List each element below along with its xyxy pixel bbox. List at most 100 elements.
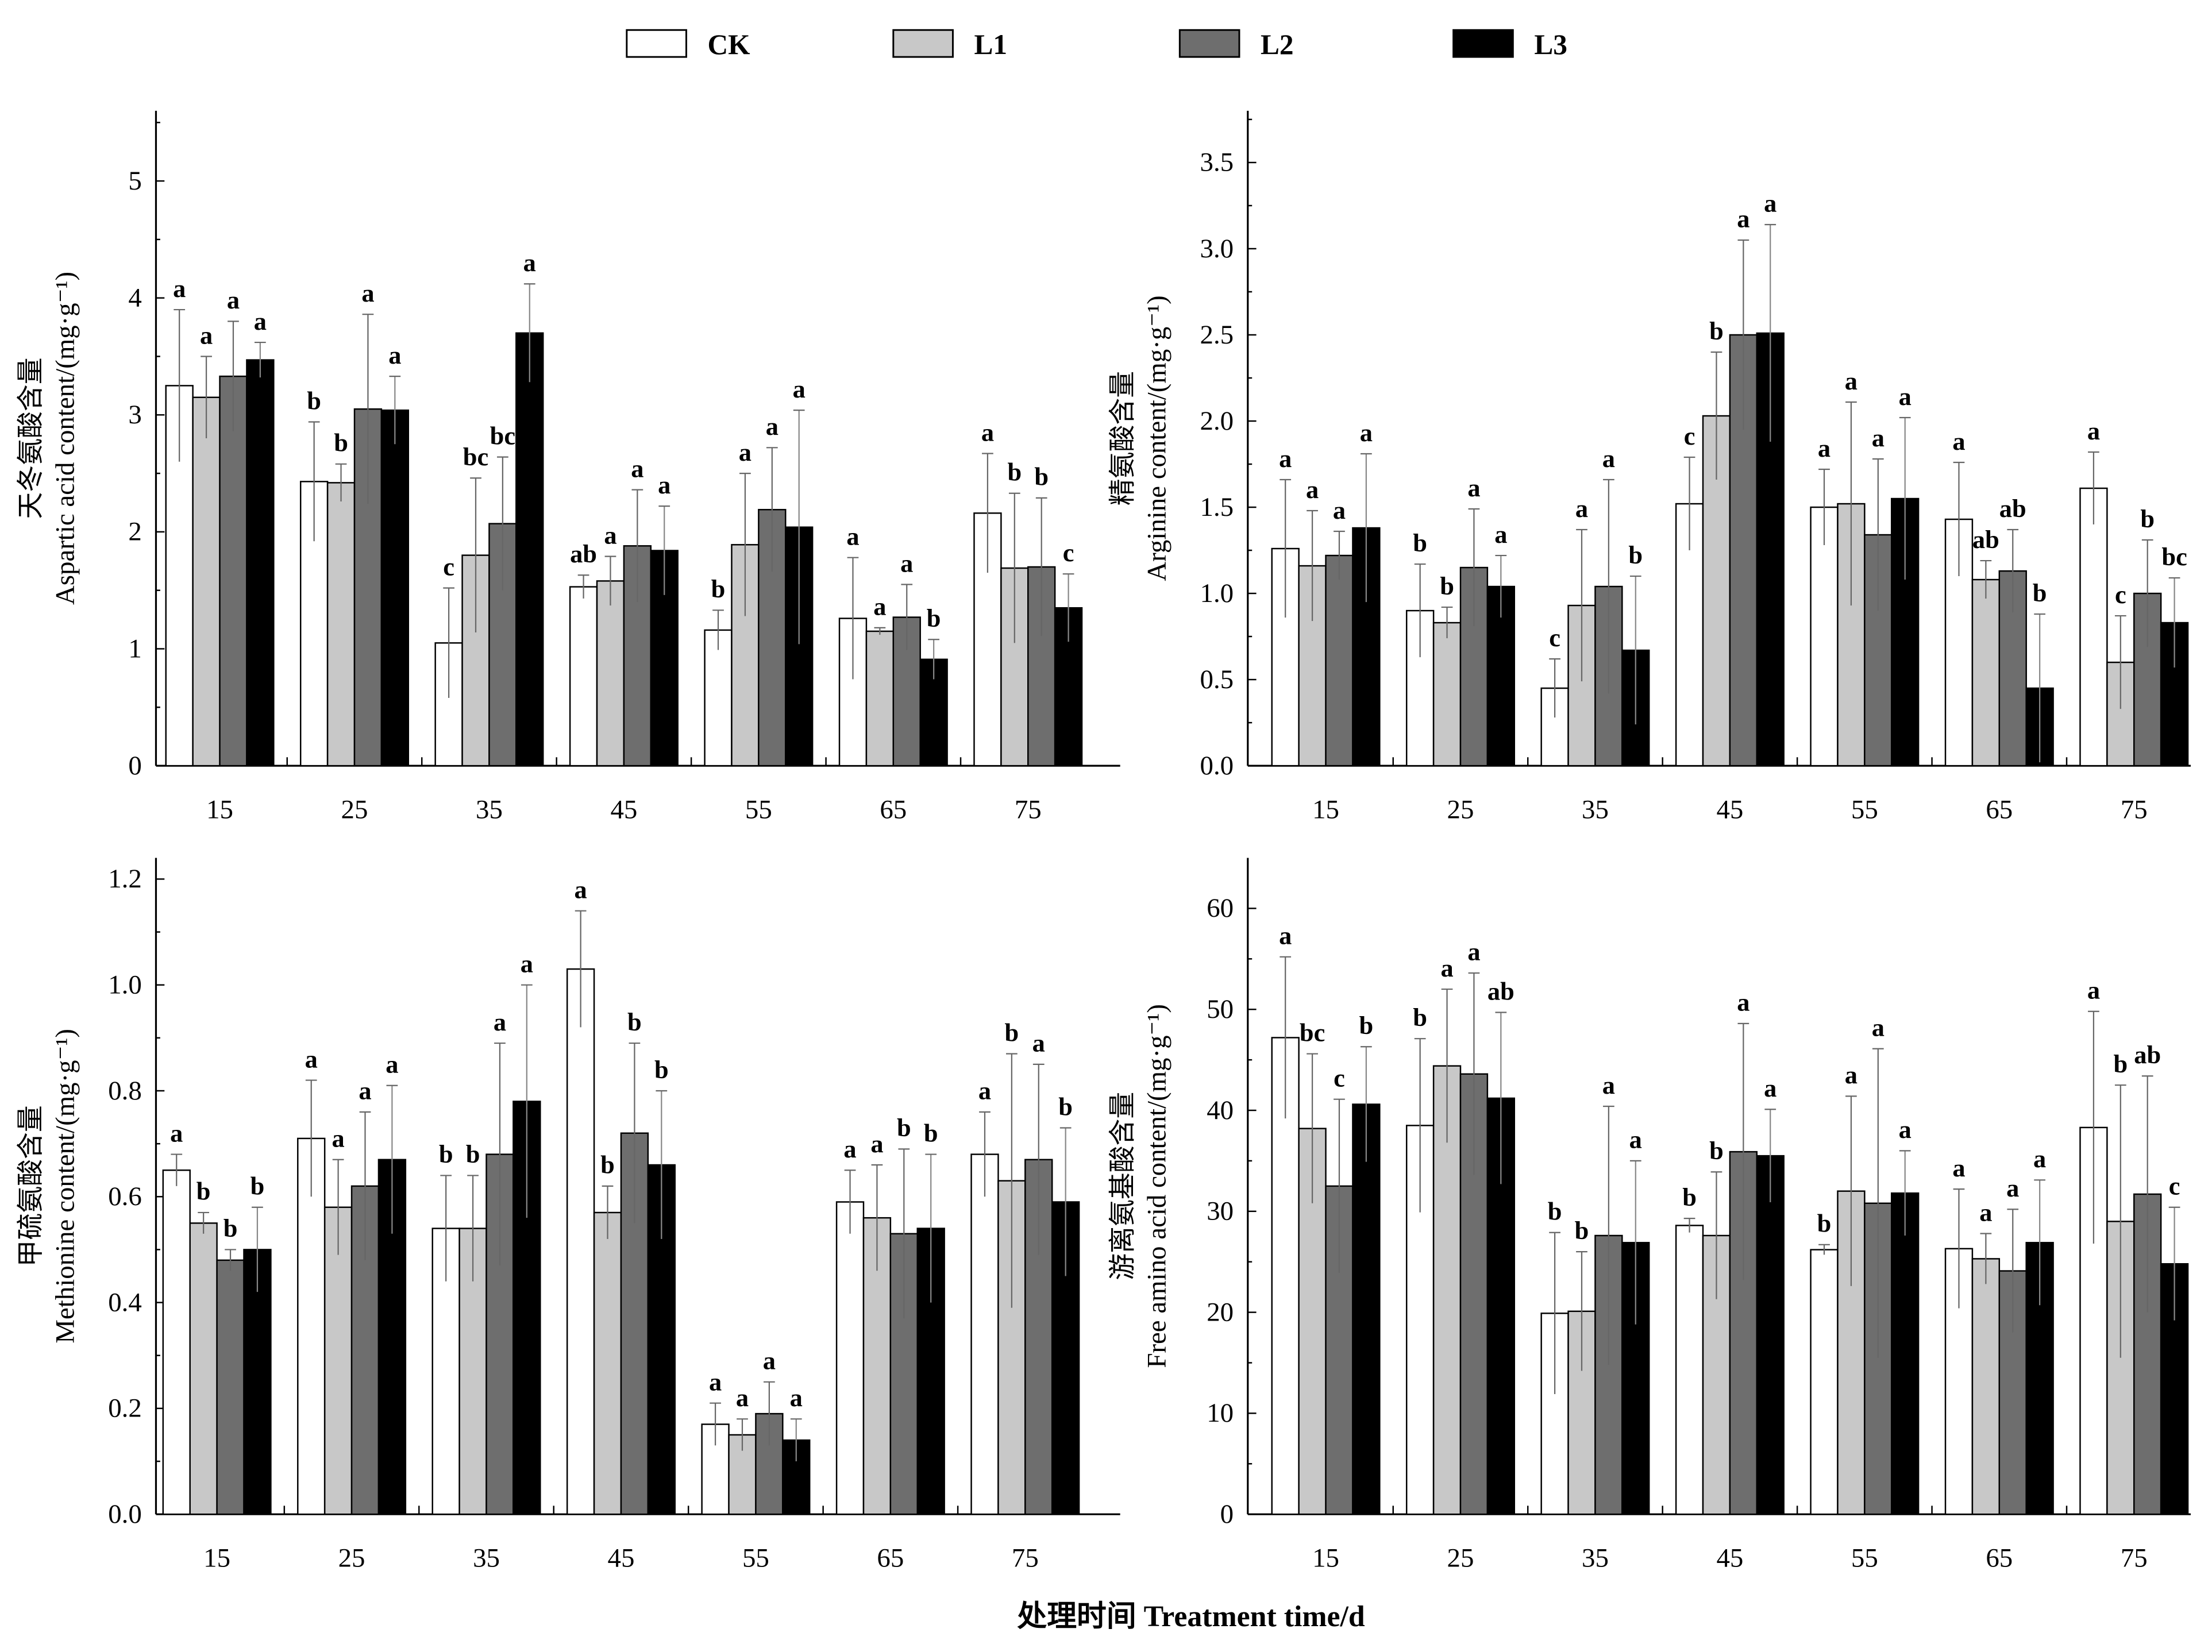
significance-letter: a: [1494, 520, 1507, 549]
x-tick-label: 35: [1582, 794, 1609, 824]
x-tick-label: 65: [1986, 1543, 2013, 1573]
bar-l1-55: [728, 1434, 757, 1515]
significance-letter: b: [1817, 1209, 1832, 1238]
y-axis-label-en: Arginine content/(mg·g⁻¹): [1142, 295, 1172, 581]
y-tick-label: 1: [128, 634, 141, 663]
significance-letter: ab: [2134, 1040, 2161, 1069]
significance-letter: b: [439, 1140, 453, 1168]
x-tick-label: 75: [2121, 1543, 2148, 1573]
y-axis-label-en: Aspartic acid content/(mg·g⁻¹): [50, 272, 80, 605]
y-tick-label: 1.0: [108, 970, 142, 999]
significance-letter: c: [2115, 580, 2126, 609]
y-axis-label-cn: 甲硫氨酸含量: [16, 1105, 46, 1267]
chart-panel-1: 01234515aaaa25bbaa35cbcbca45abaaa55baaa6…: [16, 110, 1120, 824]
significance-letter: a: [846, 522, 859, 550]
x-tick-label: 15: [1312, 794, 1339, 824]
x-tick-label: 65: [1986, 794, 2013, 824]
y-tick-label: 3: [128, 400, 141, 430]
y-tick-label: 2.5: [1200, 320, 1234, 350]
significance-letter: a: [900, 549, 913, 577]
y-tick-label: 50: [1207, 994, 1234, 1024]
y-tick-label: 0.2: [108, 1394, 142, 1423]
y-tick-label: 20: [1207, 1297, 1234, 1327]
significance-letter: c: [1063, 538, 1074, 567]
significance-letter: bc: [1300, 1018, 1325, 1047]
significance-letter: a: [1845, 1060, 1858, 1089]
significance-letter: a: [790, 1383, 803, 1412]
y-tick-label: 40: [1207, 1095, 1234, 1125]
y-tick-label: 0: [1220, 1499, 1234, 1529]
legend-label-ck: CK: [708, 29, 750, 60]
significance-letter: a: [736, 1383, 749, 1412]
x-tick-label: 35: [476, 794, 503, 824]
significance-letter: a: [2087, 416, 2100, 445]
y-tick-label: 0: [128, 751, 141, 781]
bar-l1-15: [189, 1222, 218, 1515]
significance-letter: a: [521, 949, 533, 978]
significance-letter: a: [1764, 1074, 1776, 1102]
y-tick-label: 2: [128, 517, 141, 547]
x-tick-label: 25: [338, 1543, 365, 1573]
significance-letter: c: [1684, 422, 1695, 450]
significance-letter: a: [1952, 427, 1965, 456]
bar-ck-45: [566, 968, 595, 1515]
y-tick-label: 4: [128, 283, 141, 312]
legend-swatch-l2: [1178, 29, 1240, 58]
significance-letter: a: [1279, 921, 1292, 950]
x-tick-label: 15: [206, 794, 233, 824]
y-tick-label: 0.4: [108, 1287, 142, 1317]
significance-letter: a: [1872, 1013, 1885, 1042]
chart-panels: 01234515aaaa25bbaa35cbcbca45abaaa55baaa6…: [16, 110, 2191, 1573]
significance-letter: b: [2140, 504, 2155, 533]
chart-panel-4: 010203040506015abccb25baaab35bbaa45bbaa5…: [1108, 858, 2191, 1573]
significance-letter: ab: [1972, 525, 1999, 554]
significance-letter: a: [1872, 423, 1885, 452]
significance-letter: a: [1333, 496, 1346, 524]
x-tick-label: 45: [610, 794, 637, 824]
bar-l2-15: [1325, 554, 1354, 767]
y-tick-label: 2.0: [1200, 406, 1234, 436]
bar-ck-45: [1675, 1225, 1704, 1515]
significance-letter: a: [1737, 204, 1749, 233]
significance-letter: b: [196, 1177, 211, 1206]
legend-swatch-ck: [626, 29, 687, 58]
significance-letter: b: [1007, 457, 1022, 486]
y-tick-label: 0.5: [1200, 665, 1234, 694]
y-axis-label-cn: 天冬氨酸含量: [16, 357, 46, 519]
significance-letter: a: [361, 279, 374, 307]
bar-l1-45: [596, 580, 625, 767]
significance-letter: c: [443, 552, 454, 581]
x-tick-label: 45: [1716, 794, 1743, 824]
significance-letter: a: [793, 375, 806, 403]
legend-label-l1: L1: [974, 29, 1007, 60]
significance-letter: a: [739, 438, 752, 466]
significance-letter: b: [897, 1113, 911, 1142]
significance-letter: b: [1413, 528, 1427, 557]
x-tick-label: 75: [2121, 794, 2148, 824]
bar-l3-15: [1352, 1103, 1381, 1515]
significance-letter: a: [2006, 1174, 2019, 1202]
y-tick-label: 0.8: [108, 1076, 142, 1106]
significance-letter: a: [254, 307, 267, 335]
significance-letter: b: [711, 574, 726, 603]
significance-letter: a: [1602, 1071, 1615, 1099]
significance-letter: a: [1467, 473, 1480, 502]
significance-letter: a: [1467, 937, 1480, 966]
significance-letter: a: [1818, 434, 1831, 462]
significance-letter: b: [1034, 462, 1049, 491]
significance-letter: bc: [463, 442, 488, 471]
y-tick-label: 1.5: [1200, 492, 1234, 522]
significance-letter: b: [924, 1118, 938, 1147]
significance-letter: a: [305, 1044, 318, 1073]
bar-l3-25: [380, 409, 410, 767]
bar-l2-15: [216, 1259, 245, 1515]
x-tick-label: 65: [877, 1543, 904, 1573]
x-tick-label: 75: [1012, 1543, 1039, 1573]
significance-letter: b: [1709, 316, 1724, 345]
x-tick-label: 35: [473, 1543, 500, 1573]
significance-letter: b: [1359, 1011, 1374, 1040]
significance-letter: b: [600, 1151, 615, 1179]
y-axis-label-cn: 游离氨基酸含量: [1108, 1092, 1138, 1280]
